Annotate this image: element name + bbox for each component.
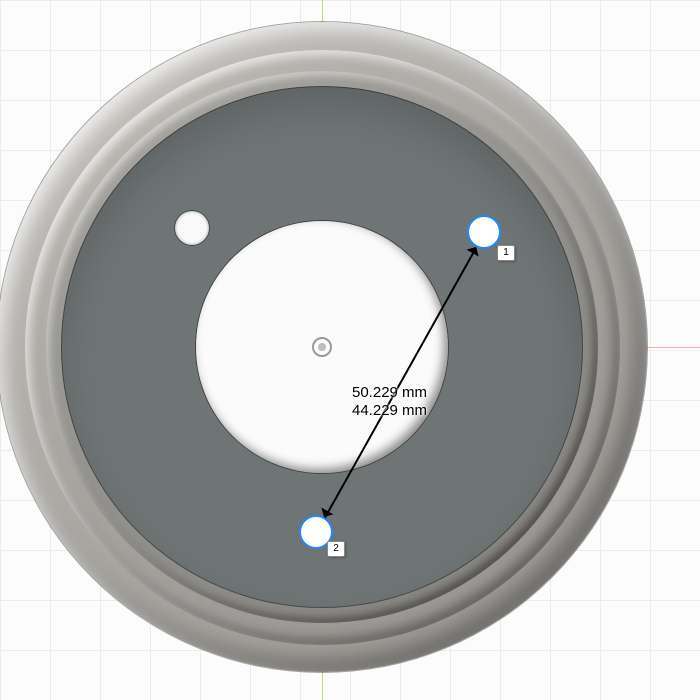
measure-point-1-flag: 1 <box>497 245 515 261</box>
measure-value-1: 50.229 mm <box>352 384 427 402</box>
measure-point-2-flag: 2 <box>327 541 345 557</box>
measure-value-2: 44.229 mm <box>352 402 427 420</box>
part-hole-plain[interactable] <box>175 211 209 245</box>
sketch-origin-icon <box>312 337 332 357</box>
measure-point-1[interactable] <box>467 215 501 249</box>
measure-readout: 50.229 mm 44.229 mm <box>352 384 427 420</box>
